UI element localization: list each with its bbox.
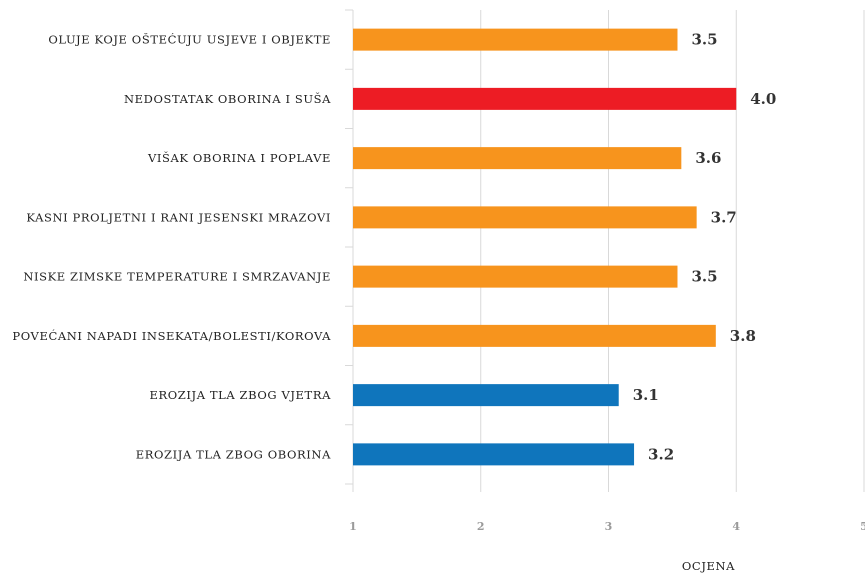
x-tick-label: 3: [605, 520, 613, 533]
value-labels: 3.5 4.0 3.6 3.7 3.5 3.8 3.1 3.2: [633, 31, 777, 464]
x-axis-title: OCJENA: [682, 559, 735, 573]
x-tick-labels: 1 2 3 4 5: [349, 520, 865, 533]
bar: [353, 87, 737, 110]
bar: [353, 265, 678, 288]
category-label: KASNI PROLJETNI I RANI JESENSKI MRAZOVI: [26, 210, 331, 224]
data-label: 3.2: [648, 445, 674, 463]
data-label: 3.7: [711, 208, 737, 226]
category-label: POVEĆANI NAPADI INSEKATA/BOLESTI/KOROVA: [12, 329, 331, 343]
x-tick-label: 5: [860, 520, 865, 533]
category-label: EROZIJA TLA ZBOG VJETRA: [149, 388, 331, 402]
data-label: 3.8: [730, 327, 756, 345]
bar: [353, 147, 682, 170]
category-label: NEDOSTATAK OBORINA I SUŠA: [124, 92, 331, 106]
data-label: 4.0: [750, 90, 776, 108]
data-label: 3.6: [695, 149, 721, 167]
x-tick-label: 4: [732, 520, 740, 533]
data-label: 3.5: [691, 268, 717, 286]
bar: [353, 384, 619, 407]
data-label: 3.1: [633, 386, 659, 404]
category-label: EROZIJA TLA ZBOG OBORINA: [136, 447, 331, 461]
category-label: OLUJE KOJE OŠTEĆUJU USJEVE I OBJEKTE: [48, 33, 331, 47]
bar: [353, 206, 697, 229]
bars: [353, 28, 737, 466]
bar: [353, 324, 716, 347]
bar: [353, 28, 678, 51]
category-label: VIŠAK OBORINA I POPLAVE: [147, 151, 331, 165]
category-label: NISKE ZIMSKE TEMPERATURE I SMRZAVANJE: [23, 270, 331, 284]
x-tick-label: 2: [477, 520, 485, 533]
data-label: 3.5: [691, 31, 717, 49]
x-tick-label: 1: [349, 520, 357, 533]
category-labels: OLUJE KOJE OŠTEĆUJU USJEVE I OBJEKTE NEDO…: [12, 33, 331, 462]
gridlines: [345, 9, 865, 492]
bar: [353, 443, 635, 466]
